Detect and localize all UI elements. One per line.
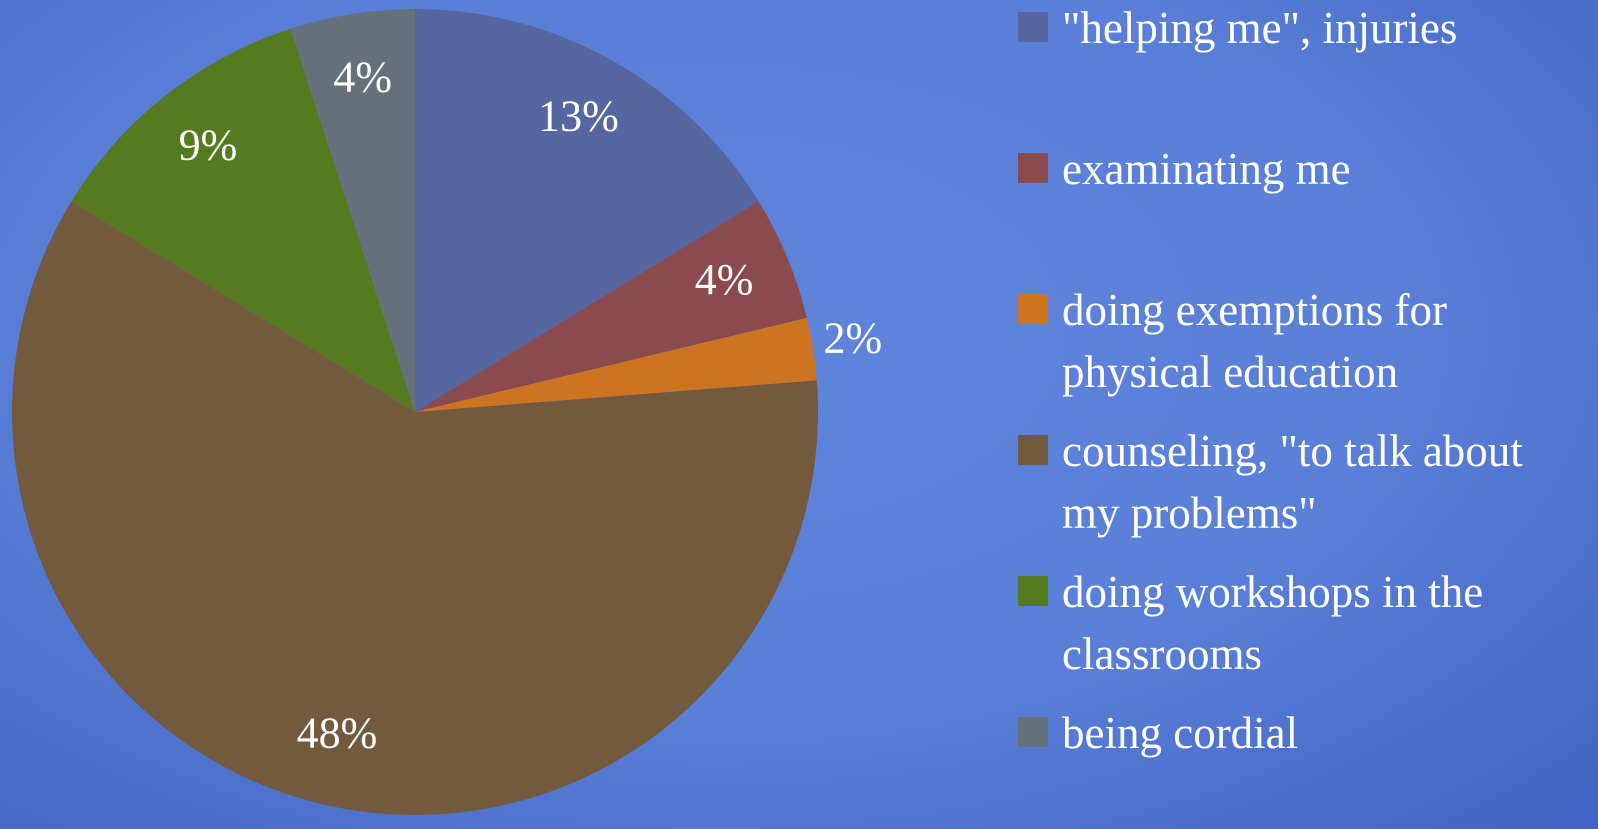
legend-label: doing exemptions for physical education — [1062, 285, 1447, 397]
legend-swatch — [1018, 294, 1048, 324]
pie-slice — [290, 8, 415, 412]
legend-swatch — [1018, 153, 1048, 183]
legend-label: examinating me — [1062, 144, 1351, 194]
legend: "helping me", injuries examinating me doin… — [1018, 0, 1598, 829]
data-label: 9% — [179, 120, 238, 169]
chart: 13% 4% 2% 48% 9% 4% — [12, 8, 883, 816]
pie-slice — [415, 317, 817, 412]
data-label: 2% — [824, 314, 883, 363]
data-label: 4% — [695, 255, 754, 304]
legend-label: doing workshops in the classrooms — [1062, 567, 1484, 679]
pie-slice — [415, 201, 807, 412]
legend-swatch — [1018, 576, 1048, 606]
data-label: 4% — [333, 53, 392, 102]
legend-swatch — [1018, 435, 1048, 465]
legend-label: counseling, "to talk about my problems" — [1062, 426, 1523, 538]
pie-slice — [71, 28, 415, 413]
pie-slice — [12, 201, 819, 816]
data-label: 48% — [297, 708, 378, 757]
legend-label: being cordial — [1062, 708, 1299, 758]
legend-swatch — [1018, 717, 1048, 747]
data-label: 13% — [538, 91, 619, 140]
legend-swatch — [1018, 12, 1048, 42]
legend-label: "helping me", injuries — [1062, 3, 1458, 53]
pie-slice — [415, 9, 759, 412]
